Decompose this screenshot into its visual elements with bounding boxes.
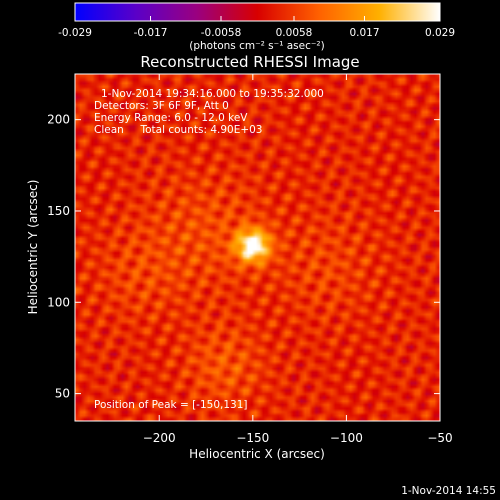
y-tick-label: 200 bbox=[47, 113, 70, 127]
colorbar-tick-label: -0.017 bbox=[134, 27, 168, 39]
x-tick-label: −50 bbox=[427, 431, 452, 445]
colorbar-tick-label: -0.029 bbox=[58, 27, 92, 39]
plot-frame bbox=[74, 73, 441, 422]
heatmap-image bbox=[75, 74, 440, 421]
y-tick-label: 50 bbox=[55, 387, 70, 401]
y-axis-label: Heliocentric Y (arcsec) bbox=[26, 180, 40, 315]
colorbar-tick-label: 0.017 bbox=[349, 27, 379, 39]
colorbar-ticks bbox=[74, 16, 441, 21]
x-axis-label: Heliocentric X (arcsec) bbox=[189, 447, 325, 461]
colorbar-tick-label: -0.0058 bbox=[201, 27, 242, 39]
annotation-time-range: 1-Nov-2014 19:34:16.000 to 19:35:32.000 bbox=[101, 88, 324, 100]
colorbar bbox=[74, 2, 441, 22]
y-axis: 50 100 150 200 bbox=[47, 113, 440, 401]
y-tick-label: 150 bbox=[47, 204, 70, 218]
annotation-detectors: Detectors: 3F 6F 9F, Att 0 bbox=[94, 100, 229, 112]
annotation-energy-range: Energy Range: 6.0 - 12.0 keV bbox=[94, 112, 248, 124]
x-tick-label: −100 bbox=[330, 431, 363, 445]
annotation-clean-counts: Clean Total counts: 4.90E+03 bbox=[94, 124, 263, 136]
x-tick-label: −200 bbox=[143, 431, 176, 445]
footer-timestamp: 1-Nov-2014 14:55 bbox=[401, 485, 496, 497]
colorbar-tick-label: 0.0058 bbox=[276, 27, 313, 39]
chart-title: Reconstructed RHESSI Image bbox=[140, 53, 359, 71]
x-axis: −200 −150 −100 −50 bbox=[143, 74, 453, 445]
annotation-peak-position: Position of Peak = [-150,131] bbox=[94, 399, 248, 411]
x-tick-label: −150 bbox=[236, 431, 269, 445]
colorbar-tick-label: 0.029 bbox=[425, 27, 455, 39]
colorbar-tick-labels: -0.029 -0.017 -0.0058 0.0058 0.017 0.029 bbox=[58, 27, 455, 39]
y-tick-label: 100 bbox=[47, 295, 70, 309]
colorbar-units: (photons cm⁻² s⁻¹ asec⁻²) bbox=[189, 40, 324, 52]
